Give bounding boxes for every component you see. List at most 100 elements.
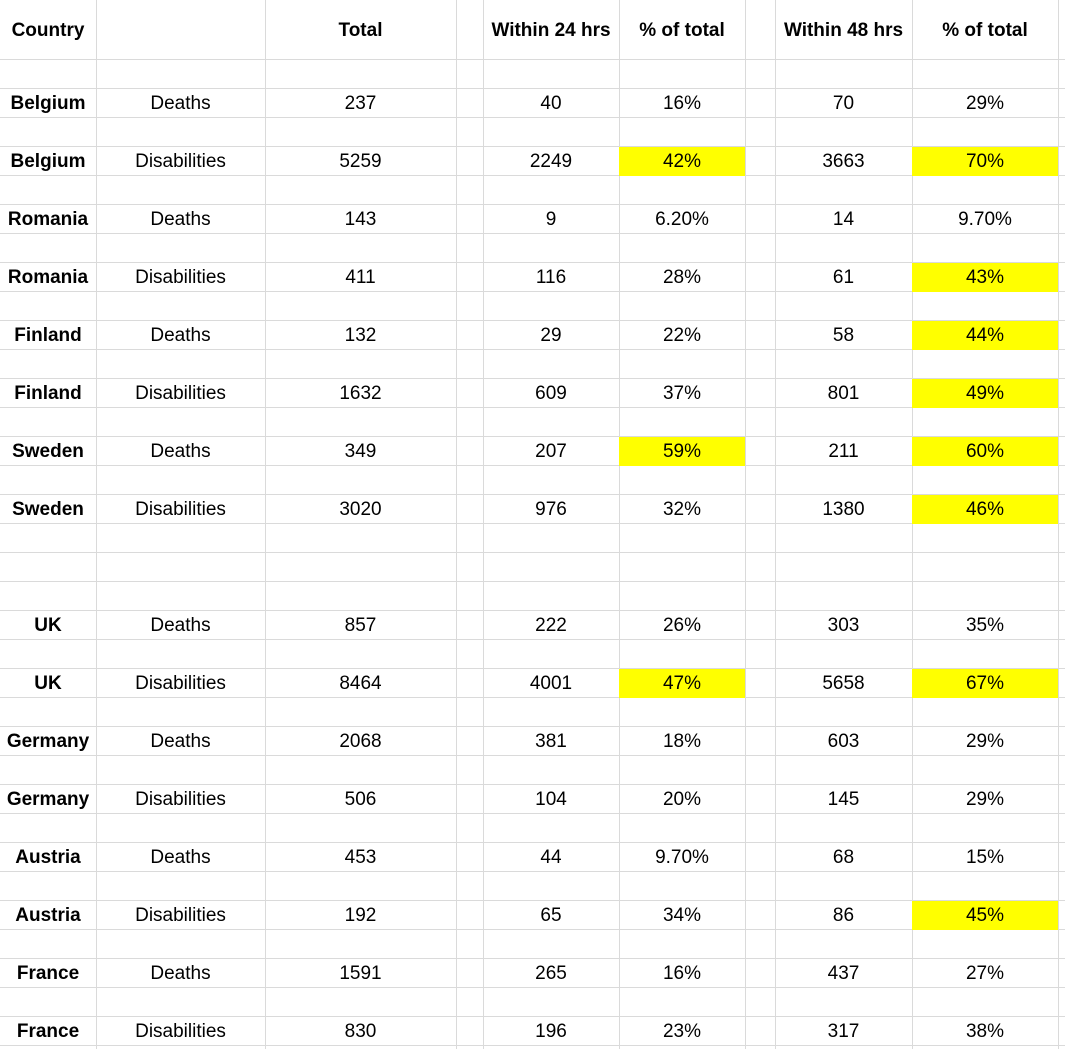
cell-within-24[interactable]: 381 (535, 731, 567, 752)
cell-type[interactable]: Deaths (150, 847, 211, 868)
cell-country[interactable]: France (16, 963, 80, 984)
cell-within-24[interactable]: 609 (535, 383, 567, 404)
cell-within-48[interactable]: 603 (827, 731, 860, 752)
header-within-24[interactable]: Within 24 hrs (491, 20, 611, 41)
cell-within-48[interactable]: 145 (827, 789, 860, 810)
cell-type[interactable]: Deaths (150, 615, 211, 636)
cell-pct-48[interactable]: 49% (912, 379, 1058, 408)
cell-type[interactable]: Deaths (150, 441, 211, 462)
cell-pct-24[interactable]: 6.20% (655, 209, 709, 230)
cell-pct-48[interactable]: 35% (965, 615, 1005, 636)
cell-pct-48[interactable]: 15% (965, 847, 1005, 868)
cell-country[interactable]: Belgium (10, 151, 86, 172)
cell-pct-24[interactable]: 59% (619, 437, 745, 466)
cell-pct-48[interactable]: 44% (912, 321, 1058, 350)
cell-pct-24[interactable]: 37% (662, 383, 702, 404)
cell-pct-24[interactable]: 28% (662, 267, 702, 288)
cell-within-24[interactable]: 65 (540, 905, 562, 926)
cell-within-48[interactable]: 14 (832, 209, 855, 230)
cell-pct-48[interactable]: 29% (965, 93, 1005, 114)
cell-within-48[interactable]: 61 (832, 267, 855, 288)
cell-within-48[interactable]: 1380 (822, 499, 865, 520)
cell-type[interactable]: Deaths (150, 325, 211, 346)
cell-within-48[interactable]: 86 (832, 905, 855, 926)
cell-pct-24[interactable]: 16% (662, 963, 702, 984)
cell-within-48[interactable]: 317 (827, 1021, 860, 1042)
header-pct-48[interactable]: % of total (942, 20, 1028, 41)
cell-pct-24[interactable]: 9.70% (655, 847, 709, 868)
cell-country[interactable]: Sweden (12, 441, 84, 462)
cell-within-24[interactable]: 116 (535, 267, 567, 288)
cell-pct-24[interactable]: 32% (662, 499, 702, 520)
cell-pct-48[interactable]: 9.70% (958, 209, 1012, 230)
cell-total[interactable]: 5259 (339, 151, 382, 172)
cell-total[interactable]: 506 (344, 789, 377, 810)
cell-within-24[interactable]: 265 (535, 963, 567, 984)
cell-within-24[interactable]: 976 (535, 499, 567, 520)
cell-total[interactable]: 237 (344, 93, 377, 114)
header-within-48[interactable]: Within 48 hrs (783, 20, 904, 41)
cell-country[interactable]: UK (34, 615, 62, 636)
cell-within-24[interactable]: 44 (540, 847, 562, 868)
cell-pct-24[interactable]: 26% (662, 615, 702, 636)
cell-country[interactable]: Germany (6, 789, 90, 810)
cell-within-24[interactable]: 29 (540, 325, 562, 346)
cell-total[interactable]: 857 (344, 615, 377, 636)
cell-within-48[interactable]: 5658 (822, 673, 865, 694)
cell-type[interactable]: Disabilities (135, 673, 226, 694)
cell-pct-48[interactable]: 67% (912, 669, 1058, 698)
cell-pct-48[interactable]: 29% (965, 789, 1005, 810)
cell-pct-48[interactable]: 29% (965, 731, 1005, 752)
cell-pct-48[interactable]: 70% (912, 147, 1058, 176)
cell-total[interactable]: 830 (344, 1021, 377, 1042)
cell-country[interactable]: Austria (15, 847, 81, 868)
cell-country[interactable]: Romania (7, 209, 89, 230)
cell-country[interactable]: Austria (15, 905, 81, 926)
cell-within-24[interactable]: 40 (540, 93, 562, 114)
cell-within-24[interactable]: 9 (545, 209, 557, 230)
cell-pct-48[interactable]: 43% (912, 263, 1058, 292)
cell-pct-24[interactable]: 42% (619, 147, 745, 176)
cell-type[interactable]: Disabilities (135, 905, 226, 926)
cell-country[interactable]: Belgium (10, 93, 86, 114)
cell-within-24[interactable]: 4001 (529, 673, 573, 694)
cell-pct-24[interactable]: 20% (662, 789, 702, 810)
cell-type[interactable]: Deaths (150, 93, 211, 114)
cell-within-48[interactable]: 437 (827, 963, 860, 984)
cell-type[interactable]: Deaths (150, 963, 211, 984)
cell-total[interactable]: 453 (344, 847, 377, 868)
cell-within-24[interactable]: 2249 (529, 151, 573, 172)
cell-total[interactable]: 192 (344, 905, 377, 926)
cell-pct-24[interactable]: 47% (619, 669, 745, 698)
cell-total[interactable]: 3020 (339, 499, 382, 520)
cell-pct-48[interactable]: 38% (965, 1021, 1005, 1042)
cell-pct-24[interactable]: 22% (662, 325, 702, 346)
cell-type[interactable]: Disabilities (135, 151, 226, 172)
cell-country[interactable]: Finland (14, 325, 82, 346)
cell-total[interactable]: 8464 (339, 673, 382, 694)
cell-within-48[interactable]: 3663 (822, 151, 865, 172)
cell-within-24[interactable]: 222 (535, 615, 567, 636)
cell-within-24[interactable]: 196 (535, 1021, 567, 1042)
header-country[interactable]: Country (11, 20, 85, 41)
cell-within-48[interactable]: 68 (832, 847, 855, 868)
cell-total[interactable]: 1632 (339, 383, 382, 404)
cell-total[interactable]: 143 (344, 209, 377, 230)
cell-type[interactable]: Disabilities (135, 499, 226, 520)
cell-within-48[interactable]: 70 (832, 93, 855, 114)
cell-pct-24[interactable]: 18% (662, 731, 702, 752)
cell-total[interactable]: 411 (345, 267, 376, 288)
cell-type[interactable]: Disabilities (135, 267, 226, 288)
cell-country[interactable]: France (16, 1021, 80, 1042)
cell-pct-48[interactable]: 46% (912, 495, 1058, 524)
cell-country[interactable]: Romania (7, 267, 89, 288)
cell-pct-48[interactable]: 45% (912, 901, 1058, 930)
cell-country[interactable]: UK (34, 673, 62, 694)
cell-total[interactable]: 1591 (339, 963, 382, 984)
cell-within-48[interactable]: 58 (832, 325, 855, 346)
cell-within-24[interactable]: 104 (535, 789, 567, 810)
cell-pct-48[interactable]: 27% (965, 963, 1005, 984)
cell-pct-24[interactable]: 34% (662, 905, 702, 926)
cell-within-48[interactable]: 211 (828, 441, 859, 462)
header-pct-24[interactable]: % of total (639, 20, 725, 41)
